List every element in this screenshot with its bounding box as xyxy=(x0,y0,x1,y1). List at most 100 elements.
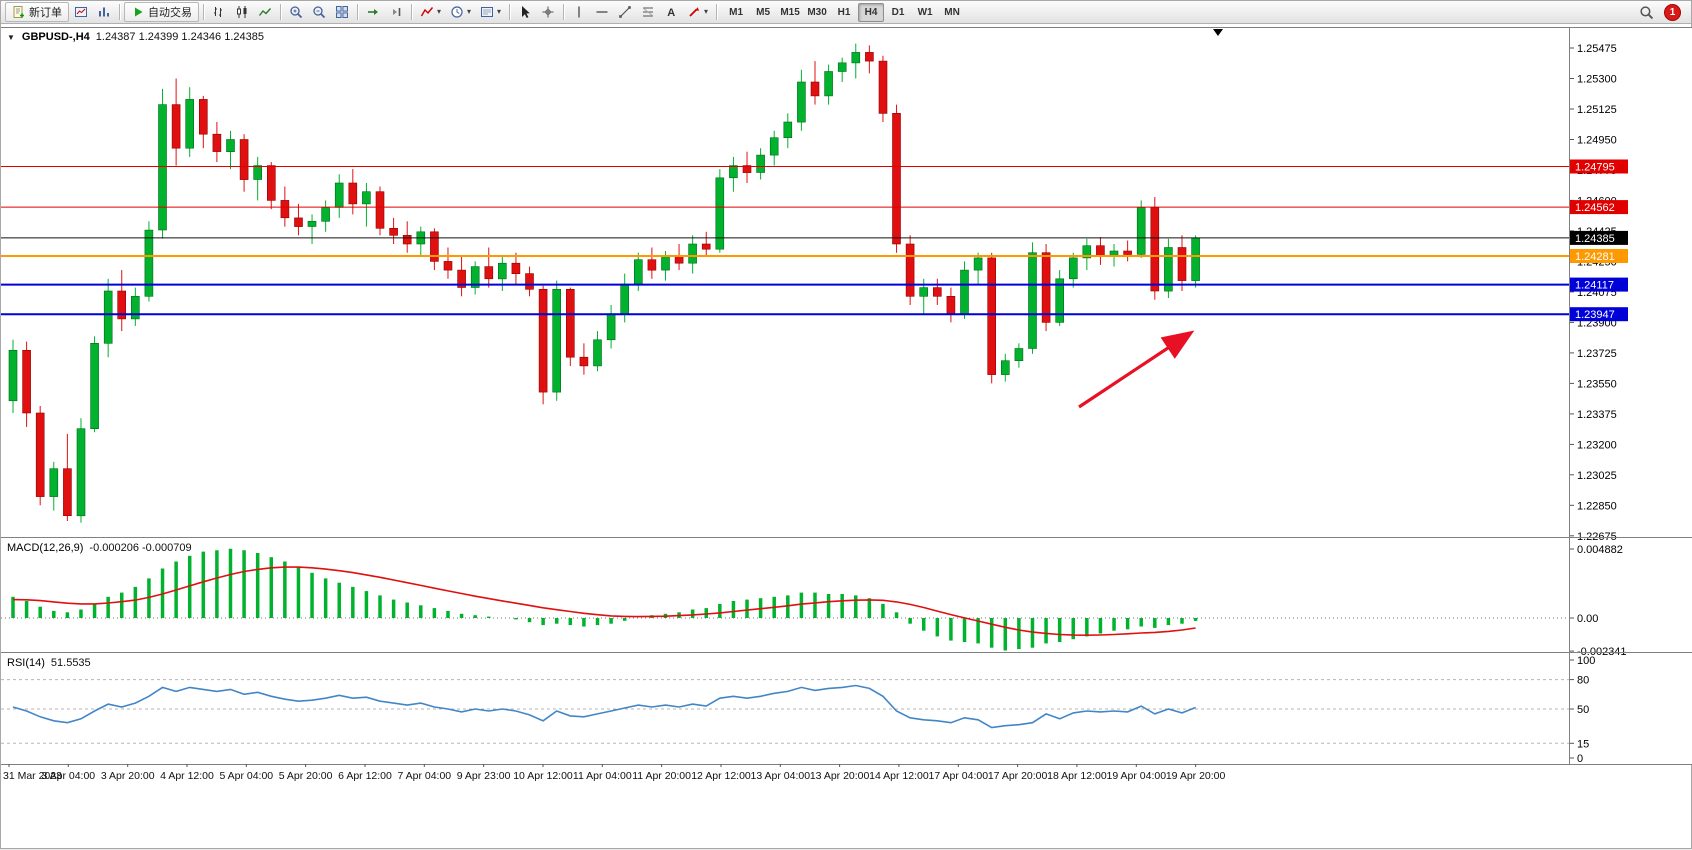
bear-candle xyxy=(212,133,222,152)
current-price-badge xyxy=(1570,230,1628,245)
timeframe-button-m30[interactable]: M30 xyxy=(804,3,830,22)
price-axis-label: 1.25300 xyxy=(1577,74,1617,86)
bear-candle xyxy=(484,266,494,280)
collapse-pane-icon[interactable]: ▼ xyxy=(7,33,15,42)
bear-candle xyxy=(565,288,575,358)
bull-candle xyxy=(729,165,738,179)
bull-candle xyxy=(144,229,154,297)
fibonacci-button[interactable] xyxy=(637,2,659,22)
text-icon: A xyxy=(667,7,675,19)
vertical-line-button[interactable] xyxy=(568,2,590,22)
bull-candle xyxy=(307,221,317,227)
auto-scroll-icon xyxy=(368,9,378,15)
templates-icon xyxy=(481,7,494,17)
ohlc-values: 1.24387 1.24399 1.24346 1.24385 xyxy=(95,31,264,43)
rsi-label: RSI(14) xyxy=(7,657,45,669)
price-badge xyxy=(1570,249,1628,263)
toolbar-separator xyxy=(119,4,120,20)
candlestick-chart-button[interactable] xyxy=(231,2,253,22)
timeframe-button-d1[interactable]: D1 xyxy=(885,3,911,22)
autotrading-button[interactable]: 自动交易 xyxy=(124,2,199,22)
notification-badge[interactable]: 1 xyxy=(1664,3,1681,21)
zoom-in-icon xyxy=(290,6,303,19)
price-axis-label: 1.23025 xyxy=(1577,470,1617,482)
line-chart-button[interactable] xyxy=(254,2,276,22)
periods-button[interactable]: ▾ xyxy=(446,2,475,22)
time-axis-label: 13 Apr 04:00 xyxy=(751,770,811,782)
macd-pane-header: MACD(12,26,9) -0.000206 -0.000709 xyxy=(7,542,192,554)
search-icon xyxy=(1640,5,1654,19)
timeframe-button-m5[interactable]: M5 xyxy=(750,3,776,22)
timeframe-button-h1[interactable]: H1 xyxy=(831,3,857,22)
horizontal-line-icon xyxy=(596,11,608,13)
tile-windows-button[interactable] xyxy=(331,2,353,22)
auto-scroll-button[interactable] xyxy=(362,2,384,22)
zoom-in-button[interactable] xyxy=(285,2,307,22)
price-axis-label: 1.23200 xyxy=(1577,439,1617,451)
time-axis-label: 3 Apr 20:00 xyxy=(101,770,155,782)
cursor-button[interactable] xyxy=(514,2,536,22)
market-watch-button[interactable] xyxy=(93,2,115,22)
bull-candle xyxy=(688,243,697,264)
bull-candle xyxy=(756,154,765,173)
bull-candle xyxy=(90,342,99,429)
symbol-title: GBPUSD-,H4 xyxy=(21,31,90,43)
new-order-button[interactable]: 新订单 xyxy=(5,2,69,22)
arrow-tool-icon xyxy=(689,7,700,17)
bear-candle xyxy=(171,104,181,149)
time-axis-label: 5 Apr 20:00 xyxy=(279,770,333,782)
bear-candle xyxy=(430,231,439,262)
price-badge xyxy=(1570,277,1628,292)
rsi-axis-label: 0 xyxy=(1577,753,1583,765)
arrows-button[interactable]: ▾ xyxy=(683,2,712,22)
indicators-button[interactable]: ▾ xyxy=(416,2,445,22)
chart-plot-area[interactable] xyxy=(1,28,1692,764)
chevron-down-icon: ▾ xyxy=(497,7,502,16)
timeframe-button-m15[interactable]: M15 xyxy=(777,3,803,22)
bear-candle xyxy=(63,468,72,517)
templates-button[interactable]: ▾ xyxy=(476,2,505,22)
time-axis-label: 19 Apr 04:00 xyxy=(1107,770,1167,782)
bear-candle xyxy=(22,349,31,414)
bull-candle xyxy=(1164,247,1173,292)
bull-candle xyxy=(851,52,861,64)
trendline-button[interactable] xyxy=(614,2,636,22)
bear-candle xyxy=(402,235,412,245)
bar-chart-button[interactable] xyxy=(208,2,230,22)
price-axis-label: 1.22675 xyxy=(1577,531,1617,543)
timeframe-button-h4[interactable]: H4 xyxy=(858,2,885,22)
bear-candle xyxy=(647,259,657,271)
bull-candle xyxy=(973,257,983,271)
bear-candle xyxy=(1123,250,1132,255)
bear-candle xyxy=(579,356,589,367)
timeframe-button-m1[interactable]: M1 xyxy=(723,3,749,22)
new-chart-button[interactable] xyxy=(70,2,92,22)
search-button[interactable] xyxy=(1635,2,1658,22)
price-badge xyxy=(1570,200,1628,215)
text-button[interactable]: A xyxy=(660,2,682,22)
bear-candle xyxy=(389,228,398,236)
toolbar-separator xyxy=(509,4,511,20)
bear-candle xyxy=(701,243,711,250)
crosshair-button[interactable] xyxy=(537,2,559,22)
horizontal-line-button[interactable] xyxy=(591,2,613,22)
timeframe-button-mn[interactable]: MN xyxy=(939,3,965,22)
bear-candle xyxy=(457,269,466,288)
bear-candle xyxy=(932,287,942,297)
price-badge-text: 1.23947 xyxy=(1575,309,1615,321)
annotation-arrow[interactable] xyxy=(1078,330,1195,409)
bar-chart-icon xyxy=(214,7,222,17)
toolbar-separator xyxy=(280,4,281,20)
scroll-to-end-marker-icon[interactable] xyxy=(1213,29,1223,36)
time-axis-label: 11 Apr 20:00 xyxy=(632,770,691,782)
bear-candle xyxy=(865,52,874,62)
bull-candle xyxy=(8,349,18,402)
fibonacci-icon xyxy=(642,7,654,17)
timeframe-button-w1[interactable]: W1 xyxy=(912,3,938,22)
chart-shift-button[interactable] xyxy=(385,2,407,22)
bull-candle xyxy=(49,468,59,497)
zoom-out-button[interactable] xyxy=(308,2,330,22)
bear-candle xyxy=(674,255,684,264)
price-badge xyxy=(1570,159,1628,174)
